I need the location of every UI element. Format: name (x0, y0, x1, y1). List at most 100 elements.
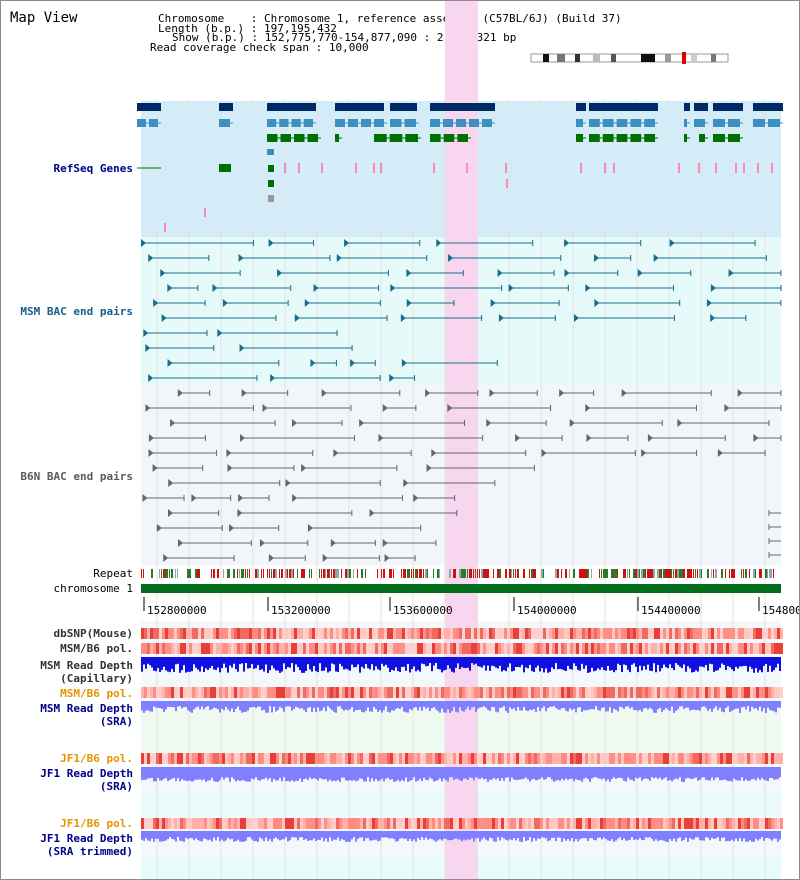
msm-b6-pol-heat (654, 643, 657, 654)
repeat-mark (741, 569, 742, 578)
msm-capillary-depth (501, 657, 503, 671)
msm-capillary-depth (413, 657, 415, 666)
dbsnp-heat (378, 628, 381, 639)
jf1-b6-pol-heat (507, 753, 510, 764)
jf1-trim-depth (407, 831, 409, 841)
dbsnp-heat (606, 628, 609, 639)
jf1-sra-depth (255, 767, 257, 777)
repeat-mark (233, 569, 235, 578)
refseq-mark (757, 163, 759, 173)
jf1-sra-depth (545, 767, 547, 779)
jf1-b6-pol-heat (678, 753, 681, 764)
msm-sra-depth (713, 701, 715, 709)
msm-b6-pol-heat (621, 643, 624, 654)
msm-capillary-depth (433, 657, 435, 665)
jf1-trim-depth (175, 831, 177, 842)
repeat-mark (657, 569, 659, 578)
repeat-mark (643, 569, 645, 578)
msm-capillary-depth (659, 657, 661, 671)
jf1-sra-depth (155, 767, 157, 781)
repeat-mark (267, 569, 268, 578)
jf1-b6-pol2-heat (474, 818, 477, 829)
msm-sra-depth (251, 701, 253, 707)
jf1-trim-depth (157, 831, 159, 839)
jf1-b6-pol-heat (351, 753, 354, 764)
msm-b6-pol2-heat (192, 687, 195, 698)
jf1-b6-pol-heat (231, 753, 234, 764)
dbsnp-heat (258, 628, 261, 639)
jf1-b6-pol2-heat (351, 818, 354, 829)
jf1-b6-pol2-heat (741, 818, 744, 829)
dbsnp-heat (687, 628, 690, 639)
msm-capillary-depth (397, 657, 399, 671)
dbsnp-heat (357, 628, 360, 639)
jf1-b6-pol2-heat (657, 818, 660, 829)
msm-b6-pol2-heat (237, 687, 240, 698)
msm-capillary-depth (665, 657, 667, 667)
repeat-mark (281, 569, 283, 578)
msm-b6-pol2-heat (504, 687, 507, 698)
msm-capillary-depth (565, 657, 567, 671)
jf1-sra-depth (613, 767, 615, 777)
msm-sra-depth (467, 701, 469, 707)
jf1-trim-depth (311, 831, 313, 840)
msm-capillary-depth (227, 657, 229, 673)
dbsnp-heat (678, 628, 681, 639)
msm-b6-pol-heat (288, 643, 291, 654)
repeat-mark (459, 569, 461, 578)
msm-b6-pol-heat (291, 643, 294, 654)
msm-capillary-depth (455, 657, 457, 668)
jf1-sra-depth (777, 767, 779, 779)
dbsnp-heat (204, 628, 207, 639)
gene-exon (644, 119, 655, 127)
dbsnp-heat (744, 628, 747, 639)
dbsnp-heat (597, 628, 600, 639)
jf1-sra-depth (315, 767, 317, 779)
jf1-sra-depth (415, 767, 417, 781)
msm-sra-depth (567, 701, 569, 711)
msm-b6-pol2-heat (141, 687, 144, 698)
jf1-b6-pol-heat (618, 753, 621, 764)
msm-b6-pol2-heat (291, 687, 294, 698)
repeat-mark (463, 569, 465, 578)
jf1-sra-depth (729, 767, 731, 781)
msm-sra-depth (585, 701, 587, 710)
msm-sra-depth (601, 701, 603, 708)
jf1-sra-depth (215, 767, 217, 782)
jf1-sra-depth (493, 767, 495, 778)
jf1-trim-depth (439, 831, 441, 839)
msm-capillary-depth (245, 657, 247, 663)
jf1-b6-pol-heat (585, 753, 588, 764)
jf1-b6-pol2-heat (204, 818, 207, 829)
jf1-trim-depth (231, 831, 233, 839)
msm-sra-depth (155, 701, 157, 708)
msm-capillary-depth (481, 657, 483, 668)
jf1-trim-depth (457, 831, 459, 839)
jf1-trim-depth (261, 831, 263, 839)
msm-b6-pol2-heat (720, 687, 723, 698)
msm-b6-pol-heat (540, 643, 543, 654)
label-msm-bac: MSM BAC end pairs (20, 305, 133, 318)
jf1-trim-depth (479, 831, 481, 842)
dbsnp-heat (693, 628, 696, 639)
msm-capillary-depth (667, 657, 669, 668)
msm-b6-pol2-heat (546, 687, 549, 698)
jf1-sra-depth (711, 767, 713, 778)
repeat-mark (321, 569, 322, 578)
gene-exon (617, 134, 628, 142)
repeat-mark (329, 569, 330, 578)
jf1-b6-pol-heat (321, 753, 324, 764)
msm-sra-depth (499, 701, 501, 708)
jf1-trim-depth (601, 831, 603, 839)
jf1-b6-pol2-heat (372, 818, 375, 829)
msm-sra-depth (747, 701, 749, 706)
jf1-trim-depth (763, 831, 765, 841)
jf1-b6-pol-heat (555, 753, 558, 764)
jf1-b6-pol-heat (363, 753, 366, 764)
jf1-trim-depth (625, 831, 627, 841)
msm-capillary-depth (679, 657, 681, 667)
jf1-trim-depth (519, 831, 521, 842)
dbsnp-heat (465, 628, 468, 639)
dbsnp-heat (591, 628, 594, 639)
